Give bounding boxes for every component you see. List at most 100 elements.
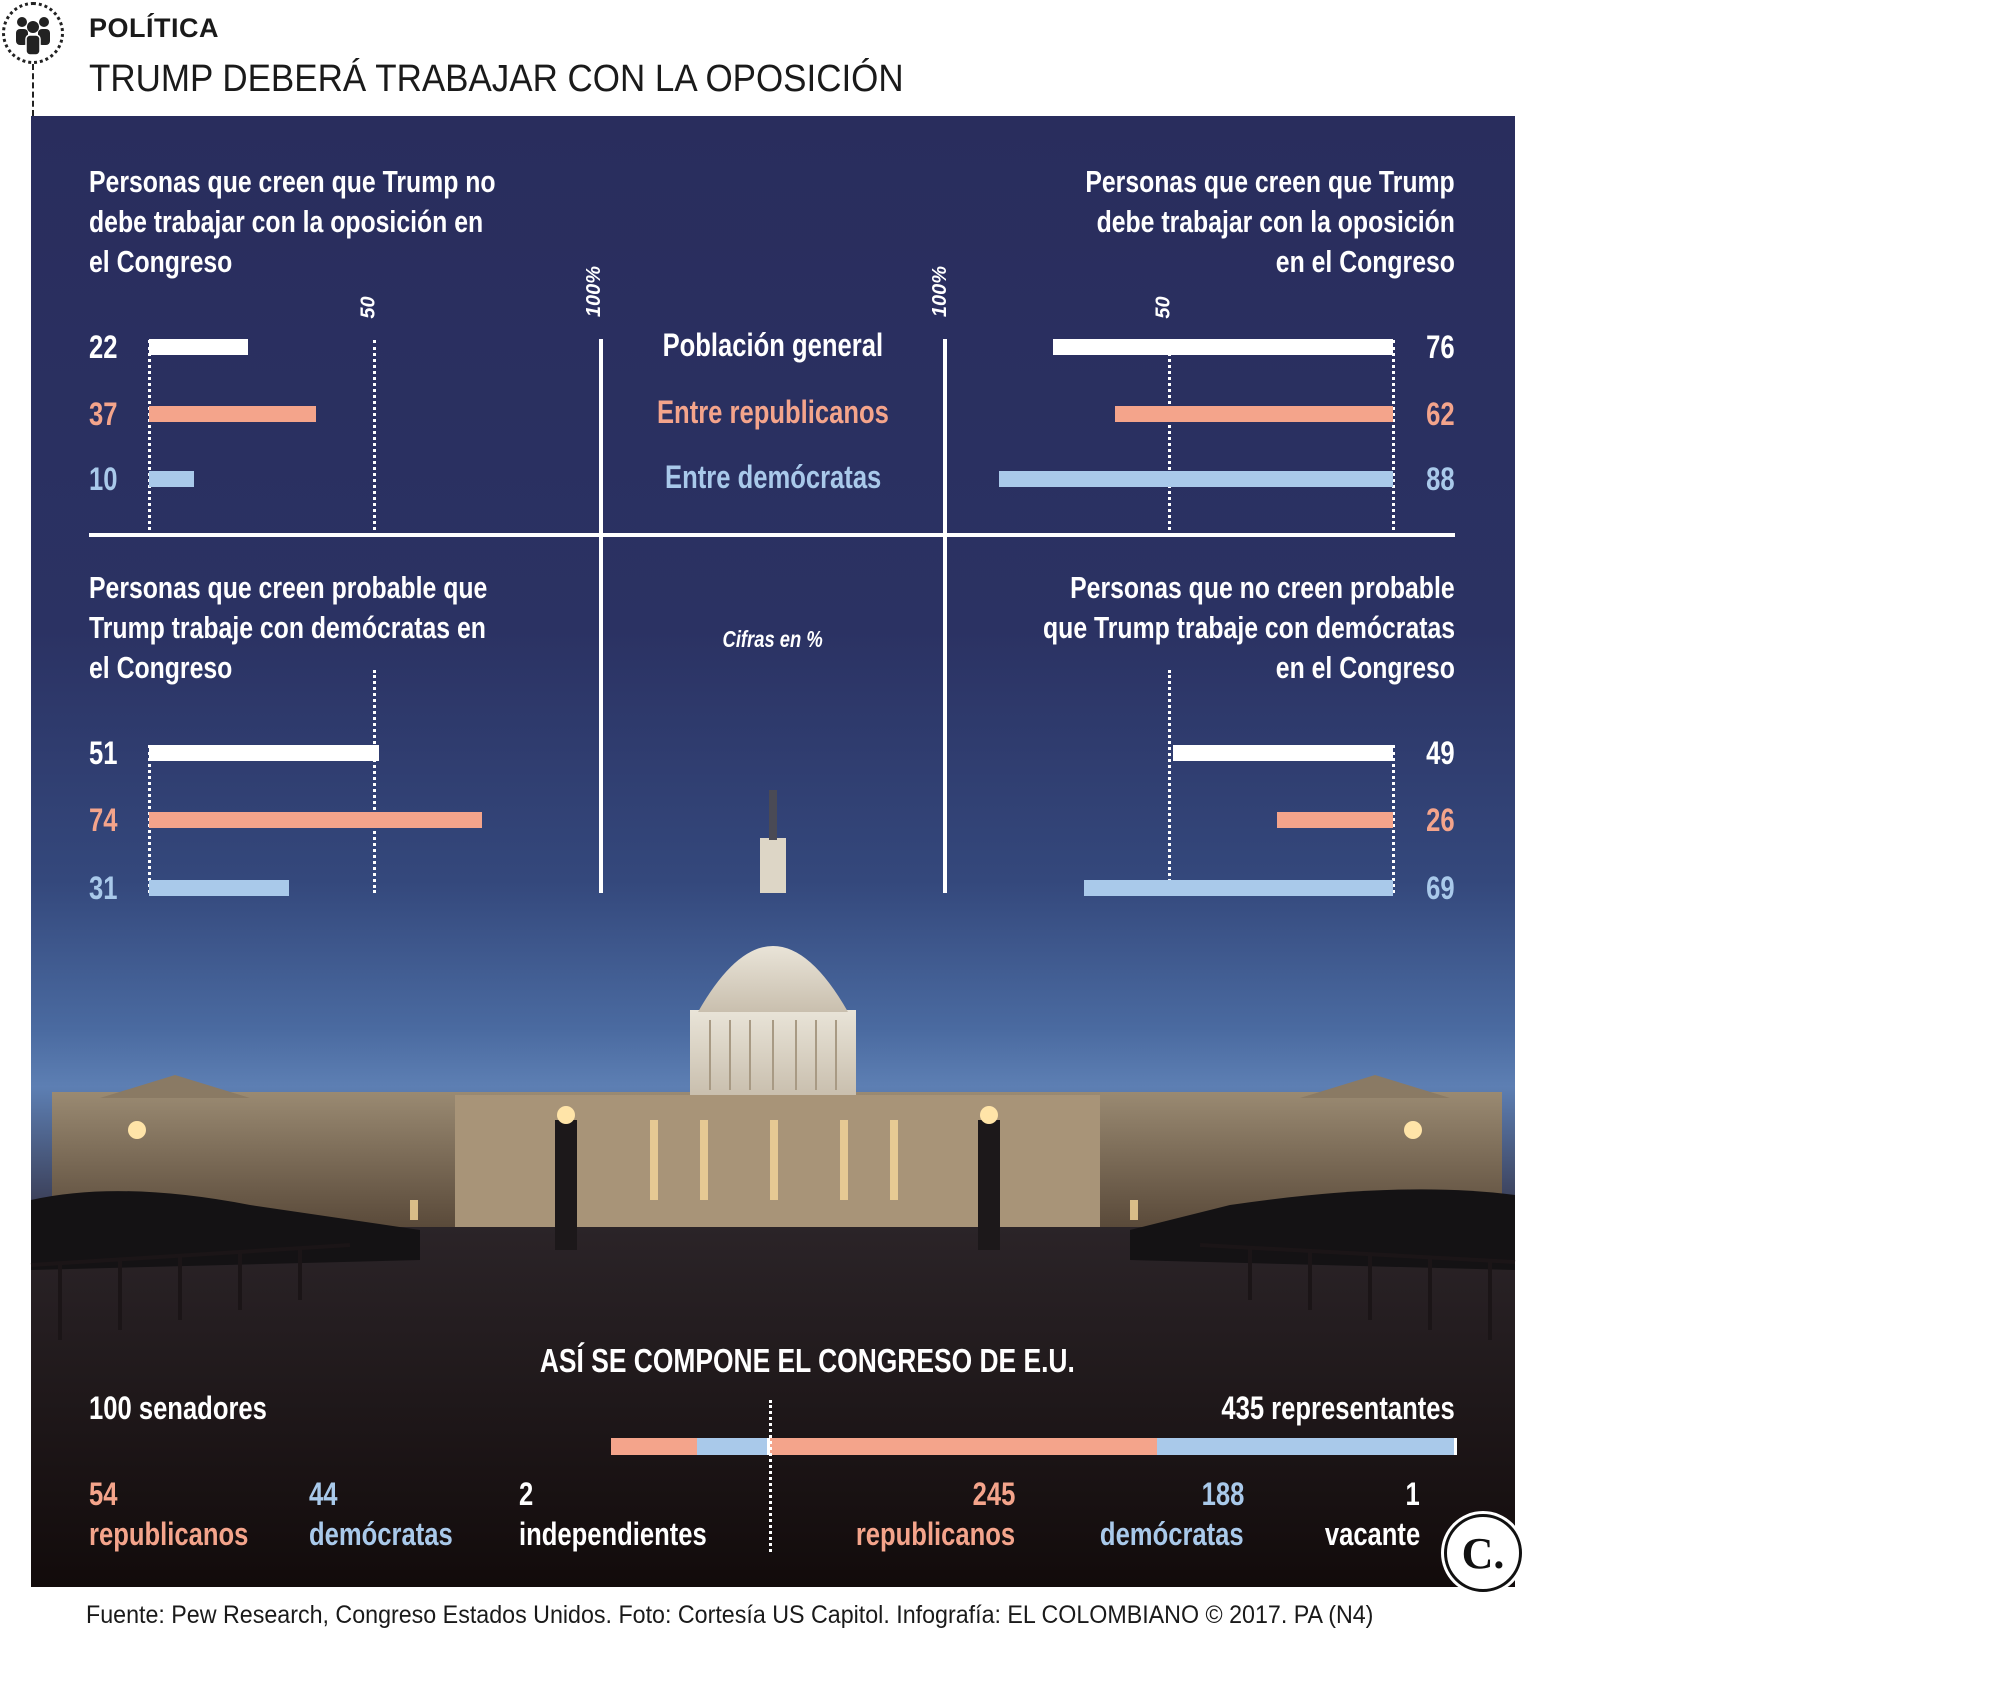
gridline-50 xyxy=(373,340,376,530)
gridline-50 xyxy=(373,670,376,893)
segment-value-text: 188 xyxy=(1201,1476,1244,1512)
congress-group-name: 435 representantes xyxy=(1221,1390,1455,1426)
bar-democrats xyxy=(149,471,194,487)
section-label: POLÍTICA xyxy=(89,13,219,43)
value-label-text: 26 xyxy=(1426,802,1455,838)
chart-heading-line: Personas que creen que Trump xyxy=(993,162,1455,202)
chart-heading-text: debe trabajar con la oposición en xyxy=(89,204,484,239)
value-label: 74 xyxy=(89,802,125,838)
chart-heading-text: el Congreso xyxy=(89,650,233,685)
congress-title-text: ASÍ SE COMPONE EL CONGRESO DE E.U. xyxy=(539,1342,1075,1379)
segment-label: demócratas xyxy=(1064,1516,1244,1552)
value-label: 31 xyxy=(89,870,125,906)
chart-heading-line: el Congreso xyxy=(89,648,268,688)
segment-label: vacante xyxy=(1301,1516,1420,1552)
bar-republicans xyxy=(1115,406,1393,422)
axis-zero-line xyxy=(1392,745,1395,893)
bar-republicans xyxy=(1276,812,1393,828)
chart-heading-line: que Trump trabaje con demócratas xyxy=(940,608,1455,648)
gridline-50 xyxy=(1168,340,1171,530)
center-axis-100-right xyxy=(943,339,947,893)
value-label-text: 69 xyxy=(1426,870,1455,906)
value-label-text: 76 xyxy=(1426,329,1455,365)
segment-value-text: 1 xyxy=(1405,1476,1420,1512)
bar-general xyxy=(1052,339,1393,355)
value-label-text: 88 xyxy=(1426,461,1455,497)
value-label: 10 xyxy=(89,461,125,497)
value-label-text: 74 xyxy=(89,802,118,838)
segment-label: republicanos xyxy=(89,1516,288,1552)
chart-heading-line: Personas que creen que Trump no xyxy=(89,162,597,202)
axis-tick-label-50: 50 xyxy=(357,296,380,319)
chart-heading-text: el Congreso xyxy=(89,244,233,279)
category-label-text: Población general xyxy=(662,327,884,363)
stack-segment-independents xyxy=(766,1438,770,1455)
value-label: 69 xyxy=(1419,870,1455,906)
segment-value: 44 xyxy=(309,1476,345,1512)
chart-heading-line: en el Congreso xyxy=(1231,242,1455,282)
segment-label: republicanos xyxy=(816,1516,1015,1552)
chart-heading-text: en el Congreso xyxy=(1275,650,1455,685)
segment-value-text: 2 xyxy=(519,1476,534,1512)
category-label: Entre demócratas xyxy=(623,459,923,495)
stack-segment-democrats xyxy=(1157,1438,1455,1455)
segment-label-text: demócratas xyxy=(309,1516,453,1552)
people-group-icon xyxy=(16,17,50,56)
bar-general xyxy=(149,745,379,761)
value-label: 26 xyxy=(1419,802,1455,838)
chart-heading-text: debe trabajar con la oposición xyxy=(1096,204,1455,239)
chart-heading-line: en el Congreso xyxy=(1231,648,1455,688)
stack-segment-republicans xyxy=(770,1438,1158,1455)
value-label: 49 xyxy=(1419,735,1455,771)
segment-value: 1 xyxy=(1402,1476,1420,1512)
chart-heading-text: Personas que creen que Trump xyxy=(1085,164,1455,199)
header-connector-line xyxy=(32,64,34,116)
segment-label-text: independientes xyxy=(519,1516,707,1552)
segment-label: independientes xyxy=(519,1516,754,1552)
chart-heading-line: Personas que no creen probable xyxy=(974,568,1455,608)
segment-label: demócratas xyxy=(309,1516,489,1552)
units-note: Cifras en % xyxy=(722,626,824,652)
axis-tick-label-100: 100% xyxy=(583,265,606,318)
segment-value-text: 44 xyxy=(309,1476,338,1512)
value-label-text: 37 xyxy=(89,396,118,432)
chart-heading-text: Trump trabaje con demócratas en xyxy=(89,610,486,645)
footer-source: Fuente: Pew Research, Congreso Estados U… xyxy=(86,1601,1374,1629)
category-label: Entre republicanos xyxy=(623,394,923,430)
horizontal-divider xyxy=(89,533,1455,537)
value-label: 22 xyxy=(89,329,125,365)
chart-heading-text: Personas que creen probable que xyxy=(89,570,488,605)
value-label-text: 51 xyxy=(89,735,118,771)
segment-label-text: vacante xyxy=(1324,1516,1420,1552)
value-label-text: 62 xyxy=(1426,396,1455,432)
segment-label-text: demócratas xyxy=(1100,1516,1244,1552)
segment-value-text: 54 xyxy=(89,1476,118,1512)
congress-group-label: 435 representantes xyxy=(1163,1390,1455,1426)
stack-segment-democrats xyxy=(696,1438,767,1455)
category-label-text: Entre demócratas xyxy=(664,459,882,495)
value-label-text: 49 xyxy=(1426,735,1455,771)
value-label: 62 xyxy=(1419,396,1455,432)
congress-group-label: 100 senadores xyxy=(89,1390,311,1426)
chart-heading-line: debe trabajar con la oposición xyxy=(1007,202,1455,242)
value-label-text: 31 xyxy=(89,870,118,906)
segment-value-text: 245 xyxy=(972,1476,1015,1512)
chart-heading-text: Personas que creen que Trump no xyxy=(89,164,496,199)
bar-general xyxy=(1173,745,1393,761)
value-label: 37 xyxy=(89,396,125,432)
bar-democrats xyxy=(998,471,1393,487)
congress-group-name: 100 senadores xyxy=(89,1390,267,1426)
chart-heading-line: Personas que creen probable que xyxy=(89,568,587,608)
chart-heading-line: Trump trabaje con demócratas en xyxy=(89,608,585,648)
segment-label-text: republicanos xyxy=(855,1516,1015,1552)
page-title: TRUMP DEBERÁ TRABAJAR CON LA OPOSICIÓN xyxy=(89,58,904,100)
chart-heading-text: Personas que no creen probable xyxy=(1070,570,1455,605)
cifras-note: Cifras en % xyxy=(673,618,873,657)
center-axis-100-left xyxy=(599,339,603,893)
value-label-text: 22 xyxy=(89,329,118,365)
value-label: 76 xyxy=(1419,329,1455,365)
stack-segment-republicans xyxy=(611,1438,697,1455)
value-label: 51 xyxy=(89,735,125,771)
stack-segment-independents xyxy=(1454,1438,1458,1455)
